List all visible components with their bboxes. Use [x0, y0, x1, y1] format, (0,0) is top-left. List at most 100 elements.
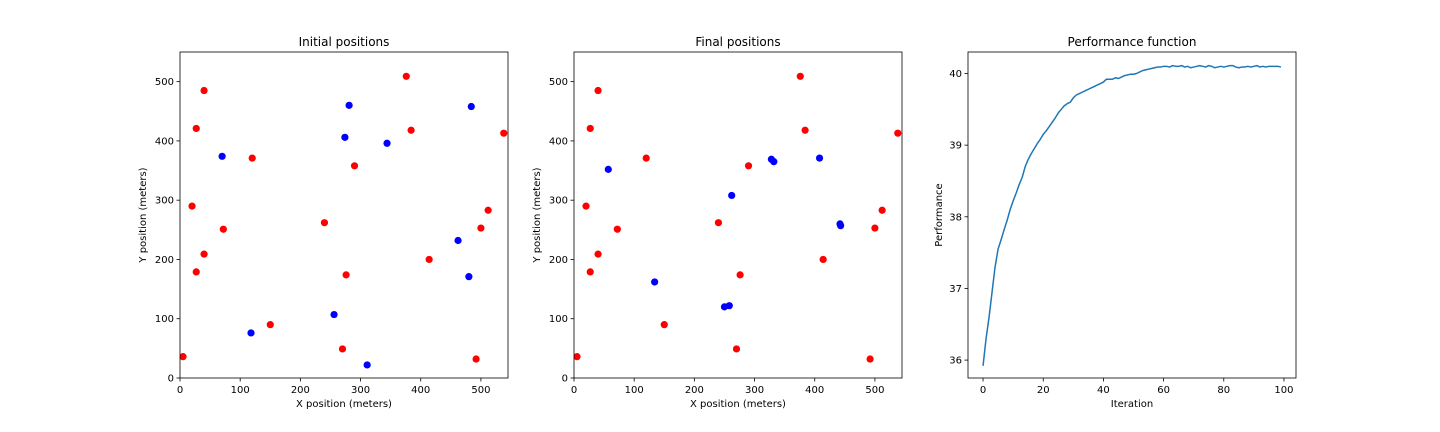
chart-title: Performance function — [1068, 35, 1197, 49]
y-tick-label: 500 — [155, 77, 174, 88]
y-tick-label: 300 — [549, 196, 568, 207]
y-tick-label: 0 — [168, 374, 174, 385]
x-tick-label: 400 — [805, 385, 824, 396]
data-point — [732, 345, 741, 353]
data-point — [594, 250, 602, 258]
x-tick-label: 100 — [625, 385, 644, 396]
x-tick-label: 500 — [471, 385, 490, 396]
y-tick-label: 40 — [949, 69, 962, 80]
data-point — [477, 224, 485, 232]
x-axis-label: X position (meters) — [690, 399, 786, 410]
chart-panel-3: 0 20 40 60 80 100 36 37 38 39 40 Performance functi… — [934, 35, 1297, 410]
x-tick-label: 400 — [411, 385, 430, 396]
x-tick-label: 60 — [1157, 385, 1170, 396]
y-tick-label: 400 — [155, 136, 174, 147]
x-tick-label: 40 — [1097, 385, 1110, 396]
data-point — [770, 158, 778, 166]
data-point — [500, 129, 508, 137]
data-point — [484, 206, 492, 214]
axes-frame — [967, 51, 1297, 379]
data-point — [320, 219, 329, 227]
data-point — [651, 278, 659, 286]
data-point — [342, 271, 350, 279]
y-tick-label: 39 — [949, 141, 962, 152]
x-tick-label: 0 — [177, 385, 183, 396]
data-point — [796, 72, 804, 80]
data-point — [188, 202, 196, 210]
x-tick-label: 300 — [351, 385, 370, 396]
x-axis-label: Iteration — [1111, 399, 1153, 410]
data-point — [219, 225, 227, 233]
plot-area — [574, 72, 902, 363]
y-tick-label: 38 — [949, 212, 962, 223]
data-point — [714, 219, 723, 227]
x-tick-label: 100 — [1274, 385, 1293, 396]
data-point — [192, 268, 200, 276]
y-tick-label: 500 — [549, 77, 568, 88]
data-point — [819, 255, 827, 264]
y-axis-label: Performance — [934, 183, 945, 246]
y-tick-label: 200 — [549, 255, 568, 266]
x-tick-label: 200 — [685, 385, 704, 396]
y-tick-label: 100 — [155, 314, 174, 325]
data-point — [837, 222, 845, 230]
x-tick-label: 0 — [980, 385, 986, 396]
data-point — [574, 353, 581, 361]
x-tick-label: 500 — [865, 385, 884, 396]
data-point — [744, 162, 753, 170]
chart-title: Final positions — [695, 35, 780, 49]
data-point — [363, 361, 371, 369]
data-point — [660, 321, 668, 329]
chart-panel-2: 0 100 200 300 400 500 0 100 200 300 400 500 Final po… — [532, 35, 903, 410]
data-point — [350, 162, 359, 170]
y-tick-label: 36 — [949, 356, 962, 367]
plot-area — [982, 64, 1282, 366]
data-point — [613, 225, 621, 233]
data-point — [728, 191, 736, 200]
x-tick-label: 200 — [291, 385, 310, 396]
data-point — [604, 165, 612, 173]
data-point — [425, 255, 433, 264]
data-point — [200, 86, 208, 95]
data-point — [192, 124, 200, 133]
x-tick-label: 100 — [231, 385, 250, 396]
data-point — [247, 329, 255, 337]
x-tick-label: 0 — [571, 385, 577, 396]
data-point — [594, 86, 602, 95]
data-point — [266, 321, 274, 329]
data-point — [454, 236, 462, 245]
y-tick-label: 300 — [155, 196, 174, 207]
data-point — [383, 139, 391, 147]
data-point — [642, 154, 650, 162]
data-point — [402, 72, 410, 80]
data-point — [866, 355, 874, 363]
data-point — [472, 355, 480, 363]
data-point — [801, 126, 809, 134]
data-point — [586, 268, 594, 276]
data-point — [465, 273, 473, 281]
axes-frame — [573, 51, 903, 379]
y-axis-label: Y position (meters) — [532, 167, 543, 263]
data-point — [467, 102, 475, 111]
chart-panel-1: 0 100 200 300 400 500 0 100 200 300 400 500 Initial … — [138, 35, 509, 410]
x-tick-label: 20 — [1037, 385, 1050, 396]
y-tick-label: 200 — [155, 255, 174, 266]
data-point — [341, 133, 349, 141]
y-tick-label: 37 — [949, 284, 962, 295]
axes-frame — [179, 51, 509, 379]
data-point — [586, 124, 594, 133]
x-tick-label: 80 — [1217, 385, 1230, 396]
data-point — [815, 154, 824, 162]
x-axis-label: X position (meters) — [296, 399, 392, 410]
series-line — [982, 64, 1282, 366]
data-point — [894, 129, 902, 137]
y-tick-label: 100 — [549, 314, 568, 325]
data-point — [180, 353, 187, 361]
y-axis-label: Y position (meters) — [138, 167, 149, 263]
data-point — [878, 206, 886, 214]
data-point — [330, 310, 338, 319]
data-point — [582, 202, 590, 210]
data-point — [345, 101, 353, 109]
x-tick-label: 300 — [745, 385, 764, 396]
